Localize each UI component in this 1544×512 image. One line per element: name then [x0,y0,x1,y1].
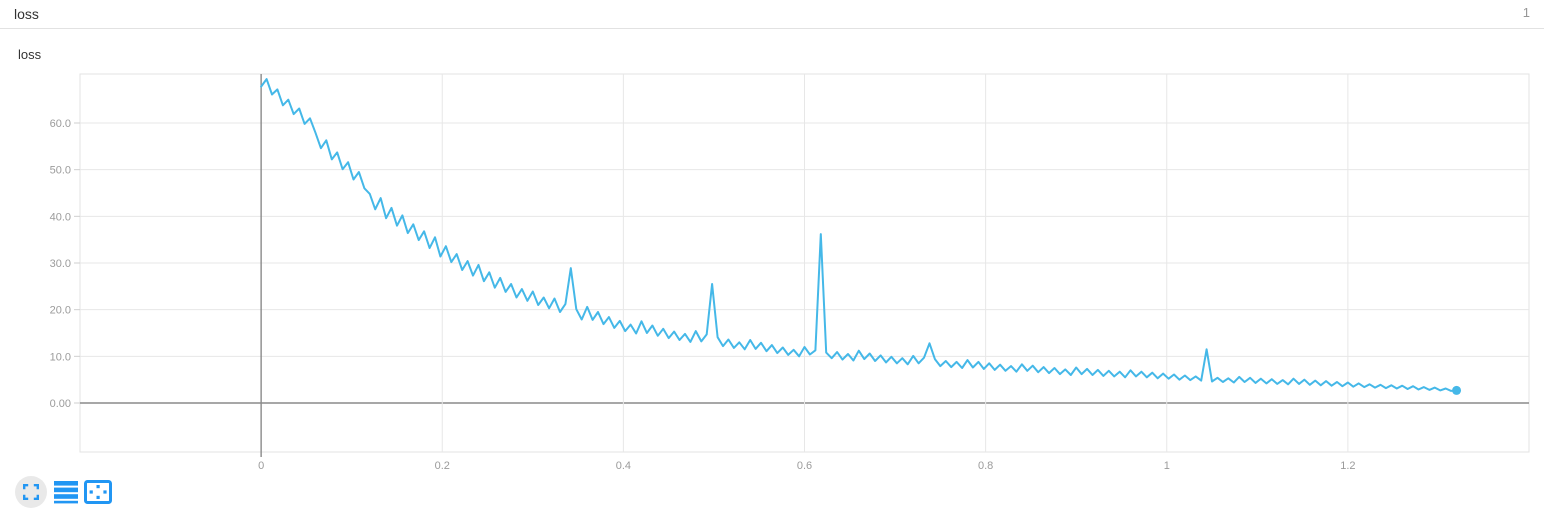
x-tick-label: 0 [258,460,264,472]
loss-line [260,78,1458,392]
chart-panel: loss 0.00 10.0 20.0 30.0 40.0 50.0 60.0 0 0.2 0.4… [0,29,1544,512]
x-tick-label: 0.2 [435,460,450,472]
fullscreen-icon [23,484,39,500]
fullscreen-button[interactable] [15,476,47,508]
chart-title: loss [18,47,42,62]
loss-line-endpoint [1452,385,1462,395]
x-tick-label: 1.2 [1340,460,1355,472]
legend-button[interactable] [54,480,78,504]
page-indicator: 1 [1522,5,1530,20]
y-tick-label: 20.0 [50,305,71,317]
x-tick-label: 0.6 [797,460,812,472]
y-tick-label: 30.0 [50,258,71,270]
zoom-to-fit-button[interactable] [84,480,112,504]
y-tick-label: 60.0 [50,118,71,130]
panel-toolbar [15,475,112,509]
y-tick-label: 0.00 [50,398,71,410]
legend-list-icon [54,480,78,503]
zoom-to-fit-icon [84,480,112,504]
x-tick-label: 1 [1164,460,1170,472]
loss-chart-svg[interactable]: 0.00 10.0 20.0 30.0 40.0 50.0 60.0 0 0.2 0.4 0.6 0.… [0,29,1544,512]
y-tick-label: 40.0 [50,211,71,223]
y-tick-label: 50.0 [50,165,71,177]
topbar: loss 1 [0,0,1544,29]
x-tick-label: 0.4 [616,460,631,472]
section-title: loss [14,6,39,22]
x-tick-label: 0.8 [978,460,993,472]
y-tick-label: 10.0 [50,351,71,363]
